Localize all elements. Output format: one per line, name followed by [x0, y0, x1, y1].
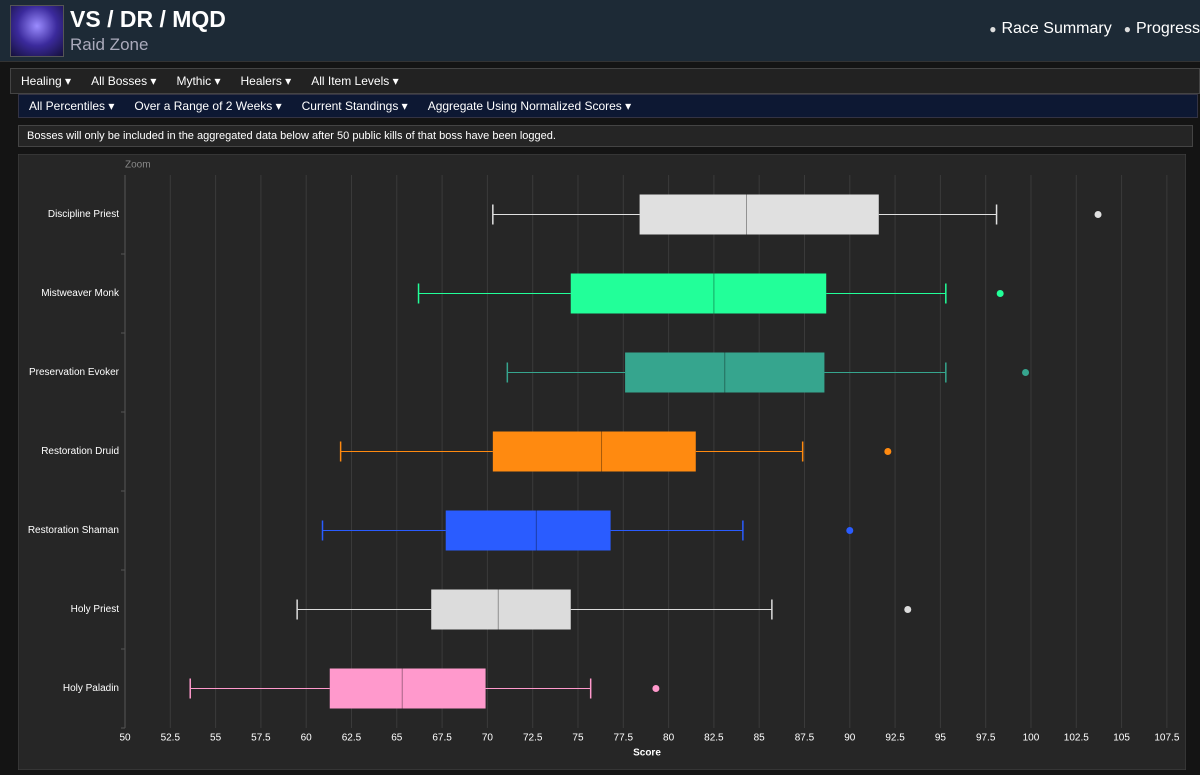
x-tick-label: 102.5 [1064, 733, 1089, 744]
x-tick-label: 82.5 [704, 733, 724, 744]
option[interactable]: All Percentiles [19, 95, 124, 117]
box [431, 589, 571, 630]
logo [10, 5, 64, 57]
x-tick-label: 62.5 [342, 733, 362, 744]
outlier [652, 685, 660, 692]
title: VS / DR / MQD [70, 6, 226, 32]
box [639, 194, 879, 235]
x-tick-label: 105 [1113, 733, 1130, 744]
x-tick-label: 85 [754, 733, 766, 744]
option-bar: All Percentiles Over a Range of 2 Weeks … [18, 94, 1198, 118]
x-tick-label: 72.5 [523, 733, 543, 744]
x-tick-label: 95 [935, 733, 947, 744]
option[interactable]: Over a Range of 2 Weeks [124, 95, 291, 117]
x-tick-label: 50 [119, 733, 131, 744]
link[interactable]: Race Summary [989, 20, 1111, 38]
x-tick-label: 77.5 [614, 733, 634, 744]
y-tick-label: Discipline Priest [48, 209, 119, 220]
x-tick-label: 92.5 [885, 733, 905, 744]
y-tick-label: Holy Paladin [63, 683, 119, 694]
option[interactable]: Aggregate Using Normalized Scores [418, 95, 641, 117]
box [625, 352, 825, 393]
outlier [904, 606, 912, 613]
x-tick-label: 70 [482, 733, 494, 744]
y-tick-label: Mistweaver Monk [41, 288, 120, 299]
filter[interactable]: All Item Levels [301, 69, 408, 93]
outlier [846, 527, 854, 534]
x-tick-label: 75 [572, 733, 584, 744]
option[interactable]: Current Standings [292, 95, 418, 117]
filter[interactable]: Mythic [166, 69, 230, 93]
header: VS / DR / MQD Raid Zone Race Summary Pro… [0, 0, 1200, 62]
y-tick-label: Holy Priest [71, 604, 120, 615]
box [445, 510, 611, 551]
x-tick-label: 80 [663, 733, 675, 744]
x-tick-label: 87.5 [795, 733, 815, 744]
notice: Bosses will only be included in the aggr… [18, 125, 1193, 147]
box [492, 431, 696, 472]
x-tick-label: 57.5 [251, 733, 271, 744]
box [329, 668, 486, 709]
y-tick-label: Preservation Evoker [29, 367, 120, 378]
chart: Zoom Score 50 52.5 55 57.5 60 62.5 65 67.5 70 72.… [18, 154, 1186, 770]
x-tick-label: 90 [844, 733, 856, 744]
x-axis-title: Score [633, 748, 661, 759]
x-tick-label: 65 [391, 733, 403, 744]
x-tick-label: 97.5 [976, 733, 996, 744]
filter-bar: Healing All Bosses Mythic Healers All It… [10, 68, 1200, 94]
filter[interactable]: All Bosses [81, 69, 166, 93]
zoom-label[interactable]: Zoom [125, 160, 151, 171]
box [570, 273, 827, 314]
header-links: Race Summary Progress [989, 20, 1200, 38]
x-tick-label: 52.5 [161, 733, 181, 744]
subtitle: Raid Zone [70, 35, 149, 54]
outlier [996, 290, 1004, 297]
y-tick-label: Restoration Shaman [28, 525, 119, 536]
filter[interactable]: Healing [11, 69, 81, 93]
x-tick-label: 107.5 [1154, 733, 1179, 744]
x-tick-label: 67.5 [432, 733, 452, 744]
outlier [1094, 211, 1102, 218]
filter[interactable]: Healers [230, 69, 301, 93]
link[interactable]: Progress [1124, 20, 1200, 38]
outlier [884, 448, 892, 455]
x-tick-label: 55 [210, 733, 222, 744]
x-tick-label: 60 [301, 733, 313, 744]
y-tick-label: Restoration Druid [41, 446, 119, 457]
outlier [1022, 369, 1030, 376]
x-tick-label: 100 [1023, 733, 1040, 744]
